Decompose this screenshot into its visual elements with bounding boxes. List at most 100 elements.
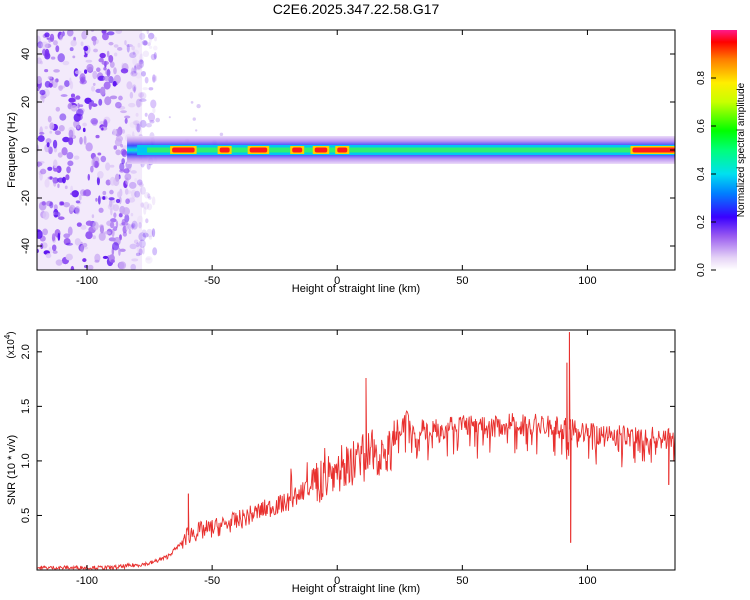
noise-speckle	[128, 181, 137, 189]
noise-speckle	[78, 195, 82, 201]
noise-speckle	[105, 162, 111, 171]
noise-speckle	[57, 216, 65, 220]
noise-speckle	[50, 56, 56, 60]
noise-speckle	[37, 35, 41, 45]
noise-speckle	[55, 45, 60, 53]
noise-speckle	[123, 168, 130, 174]
noise-speckle	[70, 93, 76, 98]
noise-speckle	[53, 159, 58, 169]
noise-speckle	[65, 253, 73, 261]
noise-speckle	[41, 201, 46, 206]
noise-speckle	[49, 33, 55, 42]
noise-speckle	[130, 70, 138, 77]
noise-speckle	[101, 60, 109, 66]
noise-speckle	[120, 148, 127, 156]
colorbar-tick-label: 0.8	[696, 71, 707, 85]
noise-speckle	[139, 59, 145, 68]
colorbar-gradient	[711, 30, 737, 270]
noise-speckle	[48, 82, 53, 88]
noise-speckle	[103, 76, 110, 82]
noise-speckle	[37, 135, 45, 143]
noise-speckle	[55, 259, 63, 266]
noise-speckle	[152, 107, 156, 114]
noise-speckle	[64, 80, 70, 87]
noise-speckle	[139, 119, 147, 128]
noise-speckle	[109, 164, 115, 168]
noise-speckle	[79, 136, 83, 145]
noise-speckle	[38, 131, 45, 135]
noise-speckle	[135, 72, 142, 79]
noise-speckle	[99, 121, 105, 125]
noise-speckle	[151, 196, 156, 206]
noise-speckle	[131, 258, 139, 262]
noise-speckle	[144, 76, 149, 84]
noise-speckle	[139, 32, 146, 40]
noise-speckle	[51, 79, 58, 88]
noise-speckle	[110, 218, 117, 223]
noise-speckle	[68, 129, 74, 139]
noise-speckle	[139, 186, 146, 195]
noise-speckle	[130, 263, 137, 270]
noise-speckle	[148, 32, 155, 40]
noise-speckle	[142, 87, 149, 91]
noise-speckle	[91, 214, 95, 219]
noise-speckle	[115, 135, 124, 142]
noise-speckle	[52, 139, 58, 149]
noise-speckle	[141, 202, 145, 209]
noise-speckle	[98, 232, 106, 241]
noise-speckle	[136, 123, 141, 133]
noise-speckle	[141, 39, 148, 46]
noise-speckle	[113, 226, 118, 232]
noise-speckle	[66, 30, 74, 37]
noise-speckle	[136, 245, 143, 254]
noise-speckle	[45, 138, 52, 145]
noise-speckle	[81, 30, 88, 40]
noise-speckle	[219, 132, 224, 137]
noise-speckle	[142, 245, 145, 255]
noise-speckle	[153, 36, 157, 42]
noise-speckle	[135, 98, 143, 108]
spectrogram-x-tick-label: 50	[456, 275, 468, 287]
noise-speckle	[139, 98, 147, 102]
noise-speckle	[141, 183, 144, 187]
noise-speckle	[47, 166, 53, 171]
noise-speckle	[85, 231, 93, 240]
snr-plot: -100 -50 50 100 0 0.5 1.0 1.5 2.0 Height of str…	[3, 329, 676, 595]
svg-text:(x104): (x104)	[3, 331, 17, 358]
noise-speckle	[119, 169, 125, 173]
noise-speckle	[132, 84, 137, 92]
noise-speckle	[118, 247, 121, 256]
noise-speckle	[57, 152, 63, 158]
noise-speckle	[42, 228, 49, 236]
snr-y-scale: (x104)	[3, 331, 17, 358]
signal-strong-segment	[172, 147, 195, 153]
noise-speckle	[37, 57, 42, 65]
noise-speckle	[138, 239, 146, 249]
spectrogram-x-tick-label: -50	[204, 275, 220, 287]
noise-speckle	[62, 60, 70, 66]
noise-speckle	[137, 42, 141, 48]
noise-speckle	[61, 147, 68, 156]
noise-speckle	[145, 257, 151, 261]
noise-speckle	[109, 189, 114, 195]
noise-speckle	[195, 129, 198, 132]
noise-speckle	[106, 50, 110, 58]
noise-speckle	[58, 125, 65, 132]
noise-speckle	[84, 69, 88, 74]
snr-x-tick-label: 100	[578, 575, 596, 587]
noise-speckle	[52, 250, 58, 254]
noise-speckle	[95, 197, 98, 202]
noise-speckle	[143, 206, 147, 215]
figure-title: C2E6.2025.347.22.58.G17	[273, 1, 440, 17]
noise-speckle	[74, 70, 82, 75]
signal-band-center	[147, 147, 675, 153]
noise-speckle	[75, 95, 81, 100]
noise-speckle	[96, 67, 101, 73]
snr-y-tick-label: 1.5	[20, 399, 32, 414]
noise-speckle	[93, 48, 98, 53]
noise-speckle	[101, 127, 104, 131]
noise-speckle	[80, 244, 84, 253]
noise-speckle	[57, 53, 65, 63]
noise-speckle	[150, 99, 157, 109]
noise-speckle	[55, 78, 59, 83]
